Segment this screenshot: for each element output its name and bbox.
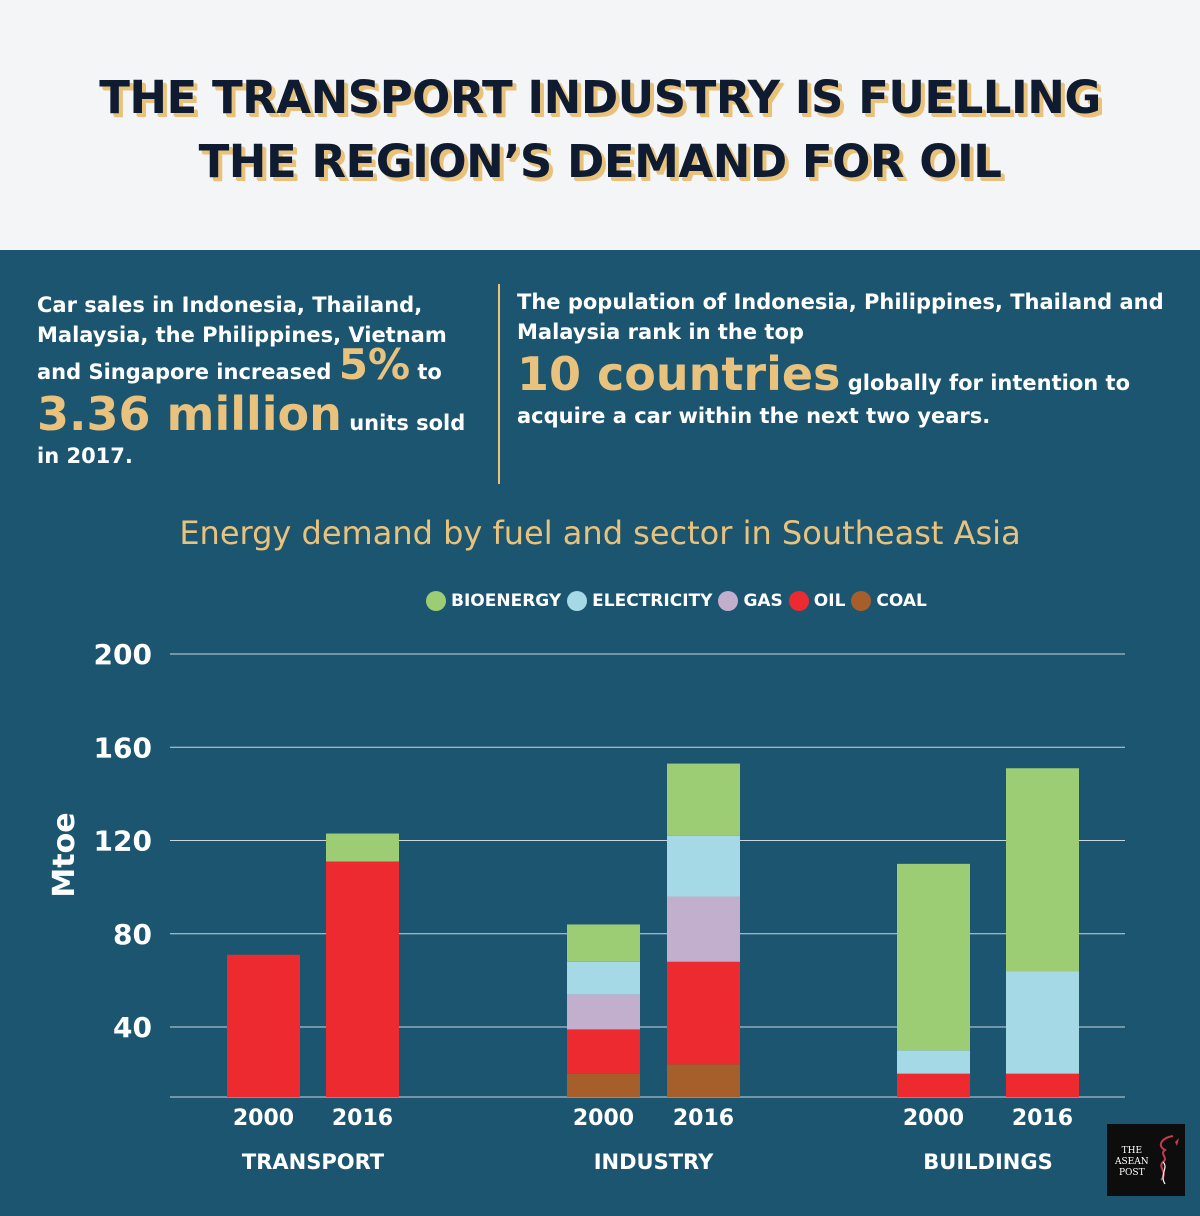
bar-buildings-2016-oil (1006, 1073, 1079, 1097)
chart-title: Energy demand by fuel and sector in Sout… (179, 514, 1021, 552)
header-panel (0, 0, 1200, 250)
y-tick-label-120: 120 (94, 825, 152, 858)
bar-industry-2000-oil (567, 1029, 640, 1074)
population-stat: The population of Indonesia, Philippines… (517, 287, 1187, 431)
population-text-2: globally for intention to acquire a car … (517, 371, 1130, 428)
bird-emblem-icon (1159, 1135, 1179, 1185)
car-sales-text-1: Car sales in Indonesia, Thailand, Malays… (37, 293, 447, 384)
x-tick-label-transport-2000: 2000 (233, 1106, 294, 1131)
chart-legend: BIOENERGY ELECTRICITY GAS OIL COAL (426, 588, 933, 614)
car-sales-text-3: units sold in 2017. (37, 411, 466, 468)
bar-industry-2016-electricity (667, 835, 740, 897)
legend-swatch-coal (851, 591, 872, 611)
bar-transport-2016-oil (326, 861, 399, 1097)
bar-transport-2000-oil (227, 954, 300, 1097)
population-top-countries: 10 countries (517, 347, 841, 401)
legend-label-electricity: ELECTRICITY (592, 591, 713, 611)
legend-label-gas: GAS (743, 591, 783, 611)
bar-buildings-2000-electricity (897, 1050, 970, 1074)
stat-divider (498, 284, 500, 484)
population-text-1: The population of Indonesia, Philippines… (517, 290, 1164, 344)
logo-line-1: THE (1121, 1146, 1143, 1156)
group-label-buildings: BUILDINGS (923, 1150, 1052, 1174)
group-label-transport: TRANSPORT (242, 1150, 385, 1174)
legend-label-oil: OIL (813, 591, 846, 611)
asean-post-logo: THE ASEAN POST (1107, 1124, 1185, 1196)
car-sales-units: 3.36 million (37, 387, 342, 441)
page-title: THE TRANSPORT INDUSTRY IS FUELLING THE R… (0, 66, 1200, 194)
bar-industry-2000-coal (567, 1073, 640, 1097)
bar-industry-2016-bioenergy (667, 763, 740, 836)
legend-swatch-electricity (567, 591, 588, 611)
bar-industry-2000-bioenergy (567, 924, 640, 962)
legend-item-electricity: ELECTRICITY (567, 591, 712, 611)
x-tick-label-transport-2016: 2016 (332, 1106, 393, 1131)
title-line-1: THE TRANSPORT INDUSTRY IS FUELLING (99, 71, 1101, 124)
bar-industry-2016-oil (667, 961, 740, 1065)
y-tick-label-200: 200 (94, 638, 152, 671)
bar-buildings-2000-bioenergy (897, 863, 970, 1051)
y-axis-label: Mtoe (47, 812, 82, 897)
legend-item-coal: COAL (851, 591, 927, 611)
bar-buildings-2000-oil (897, 1073, 970, 1097)
bar-industry-2000-gas (567, 994, 640, 1030)
bar-transport-2016-bioenergy (326, 833, 399, 862)
group-label-industry: INDUSTRY (594, 1150, 714, 1174)
y-tick-label-160: 160 (94, 731, 152, 764)
legend-item-gas: GAS (718, 591, 783, 611)
bar-industry-2016-gas (667, 896, 740, 962)
legend-item-oil: OIL (788, 591, 846, 611)
x-tick-label-buildings-2000: 2000 (903, 1106, 964, 1131)
logo-text: THE ASEAN POST (1115, 1146, 1149, 1179)
logo-line-3: POST (1119, 1168, 1145, 1178)
car-sales-stat: Car sales in Indonesia, Thailand, Malays… (37, 290, 487, 471)
y-tick-label-80: 80 (113, 918, 152, 951)
car-sales-text-2: to (417, 360, 442, 384)
x-tick-label-buildings-2016: 2016 (1012, 1106, 1073, 1131)
title-line-2: THE REGION’S DEMAND FOR OIL (198, 135, 1002, 188)
y-tick-label-40: 40 (113, 1011, 152, 1044)
bar-buildings-2016-bioenergy (1006, 768, 1079, 972)
bar-industry-2016-coal (667, 1064, 740, 1097)
x-tick-label-industry-2000: 2000 (573, 1106, 634, 1131)
legend-label-bioenergy: BIOENERGY (451, 591, 562, 611)
legend-swatch-oil (788, 591, 809, 611)
x-tick-label-industry-2016: 2016 (673, 1106, 734, 1131)
car-sales-percent: 5% (338, 340, 411, 389)
bar-industry-2000-electricity (567, 961, 640, 995)
legend-swatch-bioenergy (426, 591, 446, 611)
logo-line-2: ASEAN (1115, 1157, 1149, 1167)
legend-item-bioenergy: BIOENERGY (426, 591, 561, 611)
legend-swatch-gas (718, 591, 739, 611)
bar-buildings-2016-electricity (1006, 971, 1079, 1074)
stacked-bar-chart: 40 80 120 160 200 Mtoe 2000 2016 2000 2016 2000 201… (47, 638, 1125, 1174)
legend-label-coal: COAL (876, 591, 927, 611)
